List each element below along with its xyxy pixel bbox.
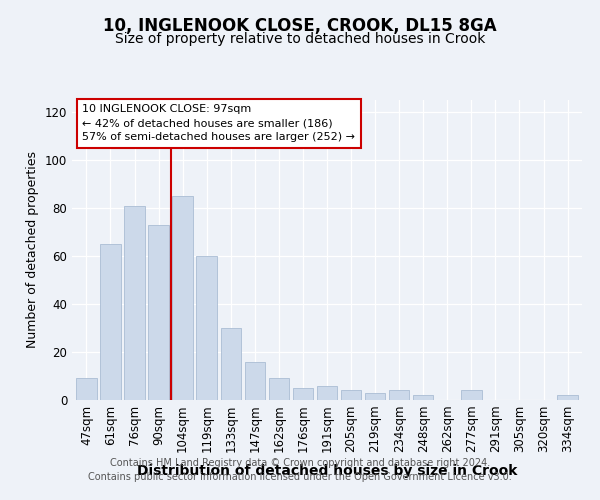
Bar: [317, 386, 337, 400]
Bar: [413, 395, 433, 400]
X-axis label: Distribution of detached houses by size in Crook: Distribution of detached houses by size …: [137, 464, 517, 477]
Bar: [172, 196, 193, 400]
Bar: [293, 388, 313, 400]
Bar: [221, 328, 241, 400]
Bar: [196, 256, 217, 400]
Text: 10, INGLENOOK CLOSE, CROOK, DL15 8GA: 10, INGLENOOK CLOSE, CROOK, DL15 8GA: [103, 18, 497, 36]
Bar: [365, 393, 385, 400]
Bar: [269, 378, 289, 400]
Text: Contains HM Land Registry data © Crown copyright and database right 2024.
Contai: Contains HM Land Registry data © Crown c…: [88, 458, 512, 482]
Bar: [389, 390, 409, 400]
Bar: [245, 362, 265, 400]
Y-axis label: Number of detached properties: Number of detached properties: [26, 152, 39, 348]
Bar: [557, 395, 578, 400]
Bar: [76, 378, 97, 400]
Bar: [461, 390, 482, 400]
Text: 10 INGLENOOK CLOSE: 97sqm
← 42% of detached houses are smaller (186)
57% of semi: 10 INGLENOOK CLOSE: 97sqm ← 42% of detac…: [82, 104, 355, 142]
Bar: [341, 390, 361, 400]
Bar: [148, 225, 169, 400]
Bar: [124, 206, 145, 400]
Bar: [100, 244, 121, 400]
Text: Size of property relative to detached houses in Crook: Size of property relative to detached ho…: [115, 32, 485, 46]
